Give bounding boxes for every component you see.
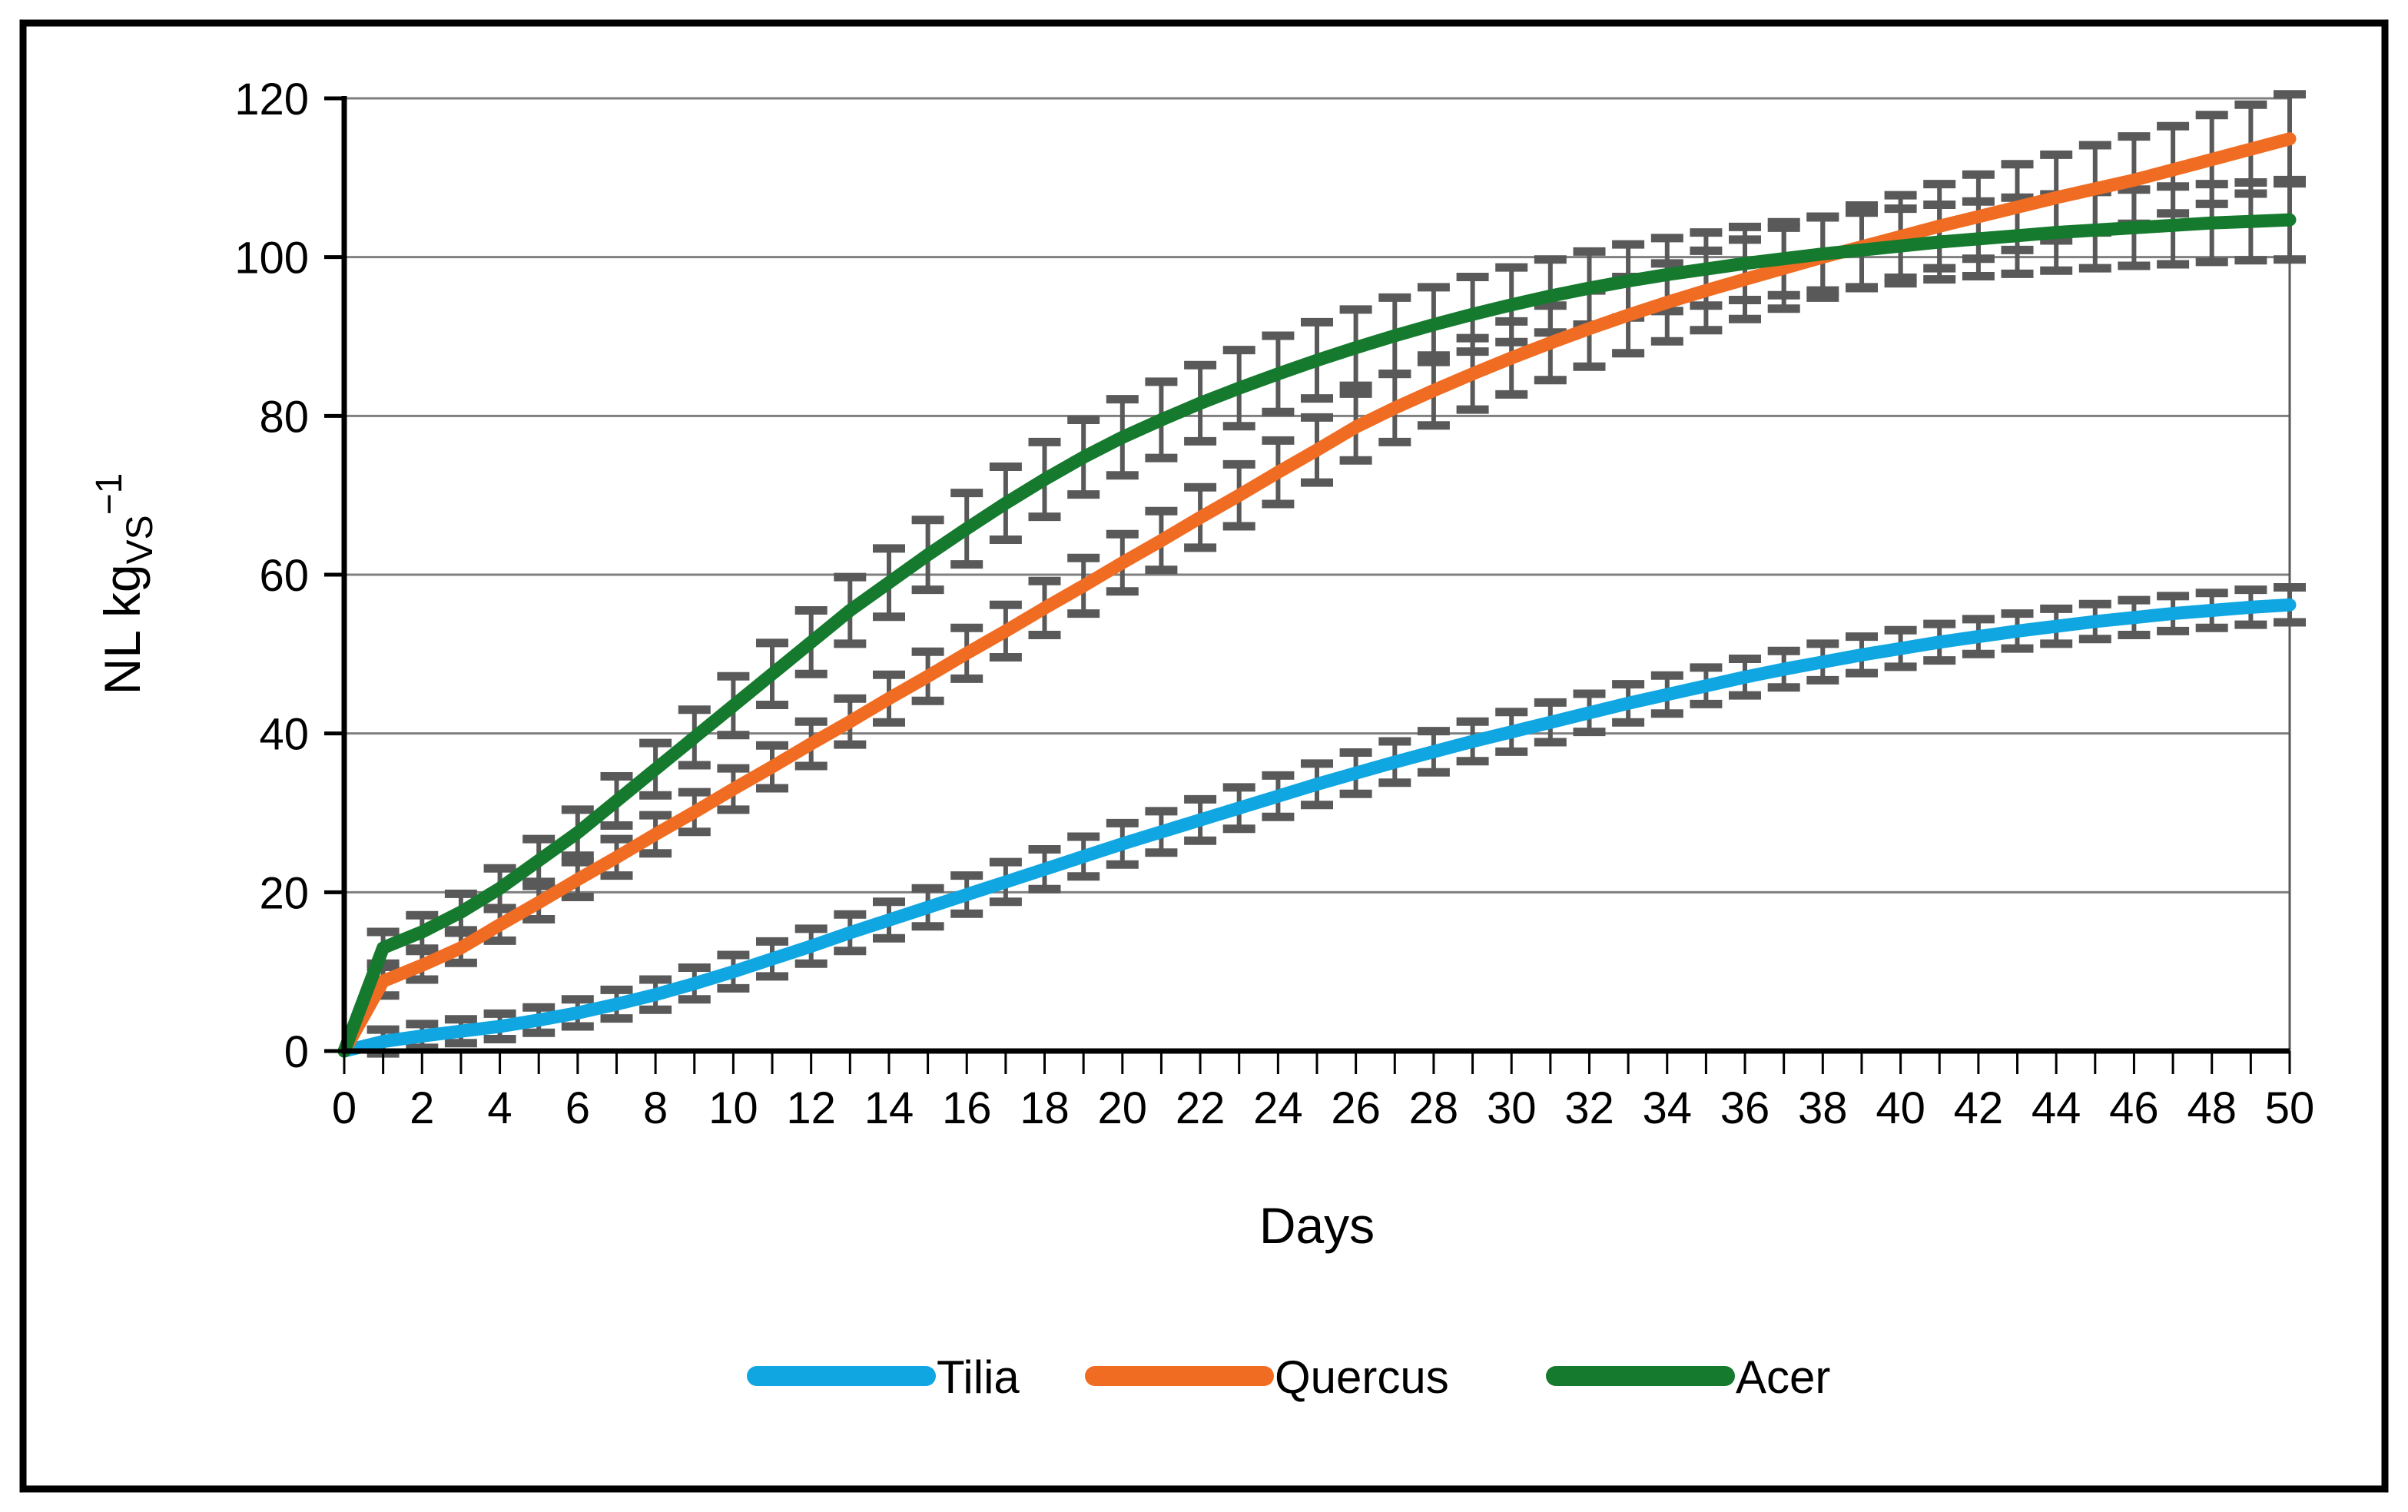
legend-label-acer: Acer (1736, 1351, 1830, 1403)
y-tick-label: 0 (284, 1027, 309, 1077)
x-tick-label: 44 (2032, 1083, 2081, 1133)
x-tick-label: 24 (1253, 1083, 1303, 1133)
x-tick-label: 32 (1564, 1083, 1614, 1133)
figure-border (19, 19, 2389, 1493)
x-tick-label: 36 (1720, 1083, 1770, 1133)
axes (324, 96, 2291, 1074)
y-tick-label: 100 (234, 234, 309, 284)
x-tick-label: 26 (1331, 1083, 1381, 1133)
x-tick-label: 0 (332, 1083, 357, 1133)
series-line-quercus (337, 132, 2297, 1058)
x-tick-label: 14 (864, 1083, 914, 1133)
error-bar-stems-quercus (380, 94, 2292, 996)
y-axis-title-superscript: −1 (89, 473, 130, 516)
y-tick-label: 60 (259, 551, 309, 601)
gridlines (344, 97, 2291, 1051)
x-tick-label: 22 (1176, 1083, 1226, 1133)
y-tick-label: 120 (234, 75, 309, 124)
x-tick-label: 38 (1798, 1083, 1848, 1133)
series-line-acer (337, 213, 2297, 1058)
error-bar-caps-acer (367, 175, 2306, 968)
y-tick-label: 80 (259, 392, 309, 442)
y-axis-title: NL kgVS−1 (89, 473, 161, 695)
x-tick-label: 2 (410, 1083, 434, 1133)
x-tick-label: 42 (1954, 1083, 2004, 1133)
series-lines (337, 132, 2297, 1058)
x-tick-labels: 0 2 4 6 8 10 12 14 16 18 20 22 24 26 28 30 32 34 36 38 40 42 4… (332, 1083, 2314, 1133)
x-tick-label: 12 (786, 1083, 836, 1133)
x-tick-label: 20 (1098, 1083, 1148, 1133)
legend: Tilia Quercus Acer (747, 1351, 1830, 1403)
y-tick-label: 40 (259, 710, 309, 760)
x-tick-label: 50 (2265, 1083, 2315, 1133)
legend-item-quercus: Quercus (1085, 1351, 1449, 1403)
y-axis-title-main: NL kg (94, 564, 151, 695)
legend-item-acer: Acer (1546, 1351, 1830, 1403)
x-tick-label: 4 (487, 1083, 512, 1133)
y-axis-title-subscript: VS (120, 515, 161, 564)
x-tick-label: 48 (2187, 1083, 2237, 1133)
y-tick-label: 20 (259, 868, 309, 918)
x-tick-label: 6 (566, 1083, 590, 1133)
x-tick-label: 28 (1409, 1083, 1459, 1133)
x-tick-label: 34 (1643, 1083, 1693, 1133)
x-tick-label: 18 (1020, 1083, 1070, 1133)
x-tick-label: 16 (942, 1083, 992, 1133)
legend-label-quercus: Quercus (1275, 1351, 1449, 1403)
error-bar-caps-tilia (367, 583, 2306, 1058)
x-tick-label: 10 (708, 1083, 758, 1133)
series-line-tilia (337, 598, 2297, 1058)
x-tick-label: 40 (1876, 1083, 1925, 1133)
legend-label-tilia: Tilia (937, 1351, 1020, 1403)
x-axis-title: Days (1259, 1197, 1375, 1254)
legend-item-tilia: Tilia (747, 1351, 1020, 1403)
x-tick-label: 30 (1487, 1083, 1537, 1133)
x-tick-label: 8 (643, 1083, 668, 1133)
y-tick-labels: 0 20 40 60 80 100 120 (234, 75, 309, 1077)
x-tick-label: 46 (2109, 1083, 2159, 1133)
error-bar-stems-acer (380, 180, 2292, 964)
